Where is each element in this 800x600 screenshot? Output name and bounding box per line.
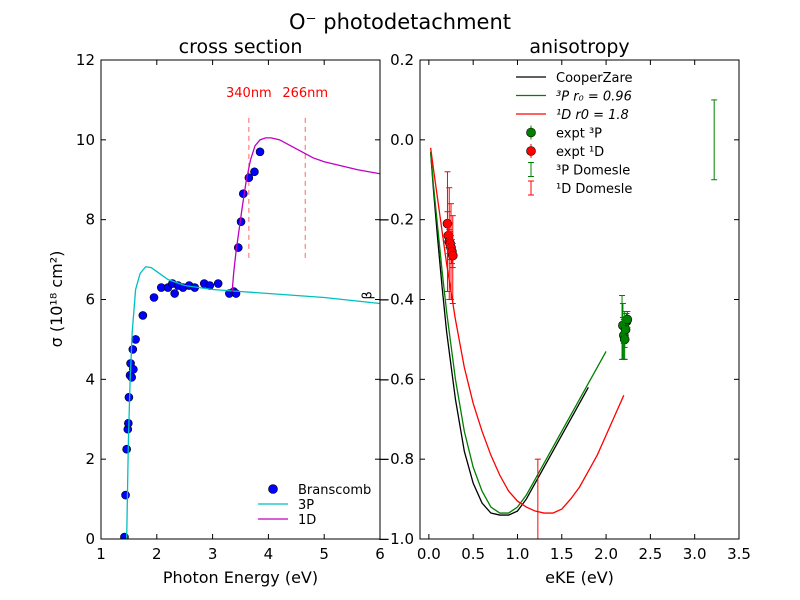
anisotropy-legend-item-6-label: ¹D Domesle bbox=[556, 182, 632, 197]
cross-section-beta-label: β bbox=[361, 291, 376, 299]
cross-section-xtick-label: 3 bbox=[208, 545, 218, 563]
anisotropy-legend-item-4-label: expt ¹D bbox=[556, 145, 604, 160]
cross-section-xtick-label: 2 bbox=[152, 545, 162, 563]
anisotropy-xtick-label: 3.5 bbox=[727, 545, 751, 563]
cross-section-annotation-label: 266nm bbox=[282, 86, 328, 101]
anisotropy-xlabel: eKE (eV) bbox=[545, 568, 614, 587]
anisotropy-series-1-line bbox=[429, 151, 607, 514]
cross-section-xtick-label: 6 bbox=[375, 545, 385, 563]
cross-section-xtick-label: 1 bbox=[96, 545, 106, 563]
cross-section-ytick-label: 6 bbox=[85, 291, 95, 309]
cross-section-series-1-line bbox=[126, 266, 380, 539]
figure-suptitle: O⁻ photodetachment bbox=[289, 10, 511, 34]
cross-section-series-0-point bbox=[213, 279, 223, 288]
anisotropy-series-0-line bbox=[429, 151, 589, 516]
anisotropy-ytick-label: −0.8 bbox=[378, 450, 414, 468]
cross-section-ytick-label: 8 bbox=[85, 211, 95, 229]
cross-section-ytick-label: 10 bbox=[76, 131, 95, 149]
anisotropy-legend-item-1-label: ³P r₀ = 0.96 bbox=[556, 90, 632, 105]
anisotropy-legend-item-3-label: expt ³P bbox=[556, 127, 602, 142]
anisotropy-legend-item-4-swatch bbox=[526, 146, 536, 156]
anisotropy-xtick-label: 2.5 bbox=[638, 545, 662, 563]
anisotropy-legend-item-3-swatch bbox=[526, 127, 536, 138]
anisotropy-legend-item-5-label: ³P Domesle bbox=[556, 164, 630, 179]
cross-section-series-0-point bbox=[250, 167, 259, 177]
cross-section-panel: cross section Photon Energy (eV) σ (10¹⁸… bbox=[47, 36, 385, 587]
anisotropy-xtick-label: 2.0 bbox=[594, 545, 618, 563]
cross-section-annotation-label: 340nm bbox=[226, 86, 272, 101]
cross-section-series-0-point bbox=[122, 444, 131, 454]
cross-section-series-2-line bbox=[231, 137, 380, 292]
anisotropy-legend-item-2-label: ¹D r0 = 1.8 bbox=[556, 108, 629, 123]
anisotropy-ytick-label: −0.6 bbox=[378, 370, 414, 388]
cross-section-legend-item-0-label: Branscomb bbox=[298, 483, 371, 498]
cross-section-xtick-label: 4 bbox=[264, 545, 274, 563]
cross-section-ytick-label: 0 bbox=[85, 530, 95, 548]
anisotropy-axes-frame bbox=[419, 59, 740, 540]
cross-section-series-0-point bbox=[128, 345, 138, 354]
anisotropy-ytick-label: −1.0 bbox=[378, 530, 414, 548]
cross-section-series-0-point bbox=[149, 293, 159, 302]
anisotropy-ytick-label: −0.2 bbox=[378, 211, 414, 229]
anisotropy-legend-item-0-label: CooperZare bbox=[556, 71, 633, 86]
anisotropy-xtick-label: 3.0 bbox=[683, 545, 707, 563]
cross-section-xlabel: Photon Energy (eV) bbox=[163, 568, 318, 587]
cross-section-series-0-point bbox=[121, 490, 130, 500]
cross-section-ytick-label: 12 bbox=[76, 51, 95, 69]
anisotropy-title: anisotropy bbox=[529, 36, 629, 58]
cross-section-ytick-label: 2 bbox=[85, 450, 95, 468]
cross-section-legend-item-1-label: 3P bbox=[298, 498, 314, 513]
cross-section-series-0-point bbox=[233, 243, 243, 252]
cross-section-series-0-point bbox=[127, 373, 136, 382]
cross-section-xtick-label: 5 bbox=[319, 545, 329, 563]
cross-section-legend-item-2-label: 1D bbox=[298, 513, 316, 528]
cross-section-title: cross section bbox=[179, 36, 303, 58]
anisotropy-ytick-label: 0.2 bbox=[390, 51, 414, 69]
anisotropy-xtick-label: 1.0 bbox=[506, 545, 530, 563]
cross-section-series-0-point bbox=[170, 289, 179, 298]
cross-section-plot-area bbox=[120, 117, 380, 539]
anisotropy-plot-area bbox=[429, 99, 718, 539]
cross-section-axes-frame bbox=[100, 59, 381, 540]
cross-section-ytick-label: 4 bbox=[85, 370, 95, 388]
anisotropy-panel: anisotropy eKE (eV) 0.0 0.5 1.0 1.5 2.0 2.5 3.… bbox=[378, 36, 751, 587]
anisotropy-series-2-line bbox=[429, 147, 625, 514]
cross-section-legend-item-0-swatch bbox=[268, 484, 278, 494]
anisotropy-xtick-label: 1.5 bbox=[550, 545, 574, 563]
anisotropy-xtick-label: 0.5 bbox=[461, 545, 485, 563]
anisotropy-xtick-label: 0.0 bbox=[417, 545, 441, 563]
cross-section-series-0-point bbox=[255, 147, 265, 157]
anisotropy-legend: CooperZare ³P r₀ = 0.96 ¹D r0 = 1.8 expt ³P… bbox=[516, 71, 633, 197]
cross-section-series-0-point bbox=[138, 311, 148, 320]
anisotropy-ytick-label: 0.0 bbox=[390, 131, 414, 149]
anisotropy-ytick-label: −0.4 bbox=[378, 291, 414, 309]
cross-section-series-0-point bbox=[129, 365, 138, 374]
cross-section-series-0-point bbox=[131, 335, 140, 344]
cross-section-ylabel: σ (10¹⁸ cm²) bbox=[47, 251, 66, 348]
